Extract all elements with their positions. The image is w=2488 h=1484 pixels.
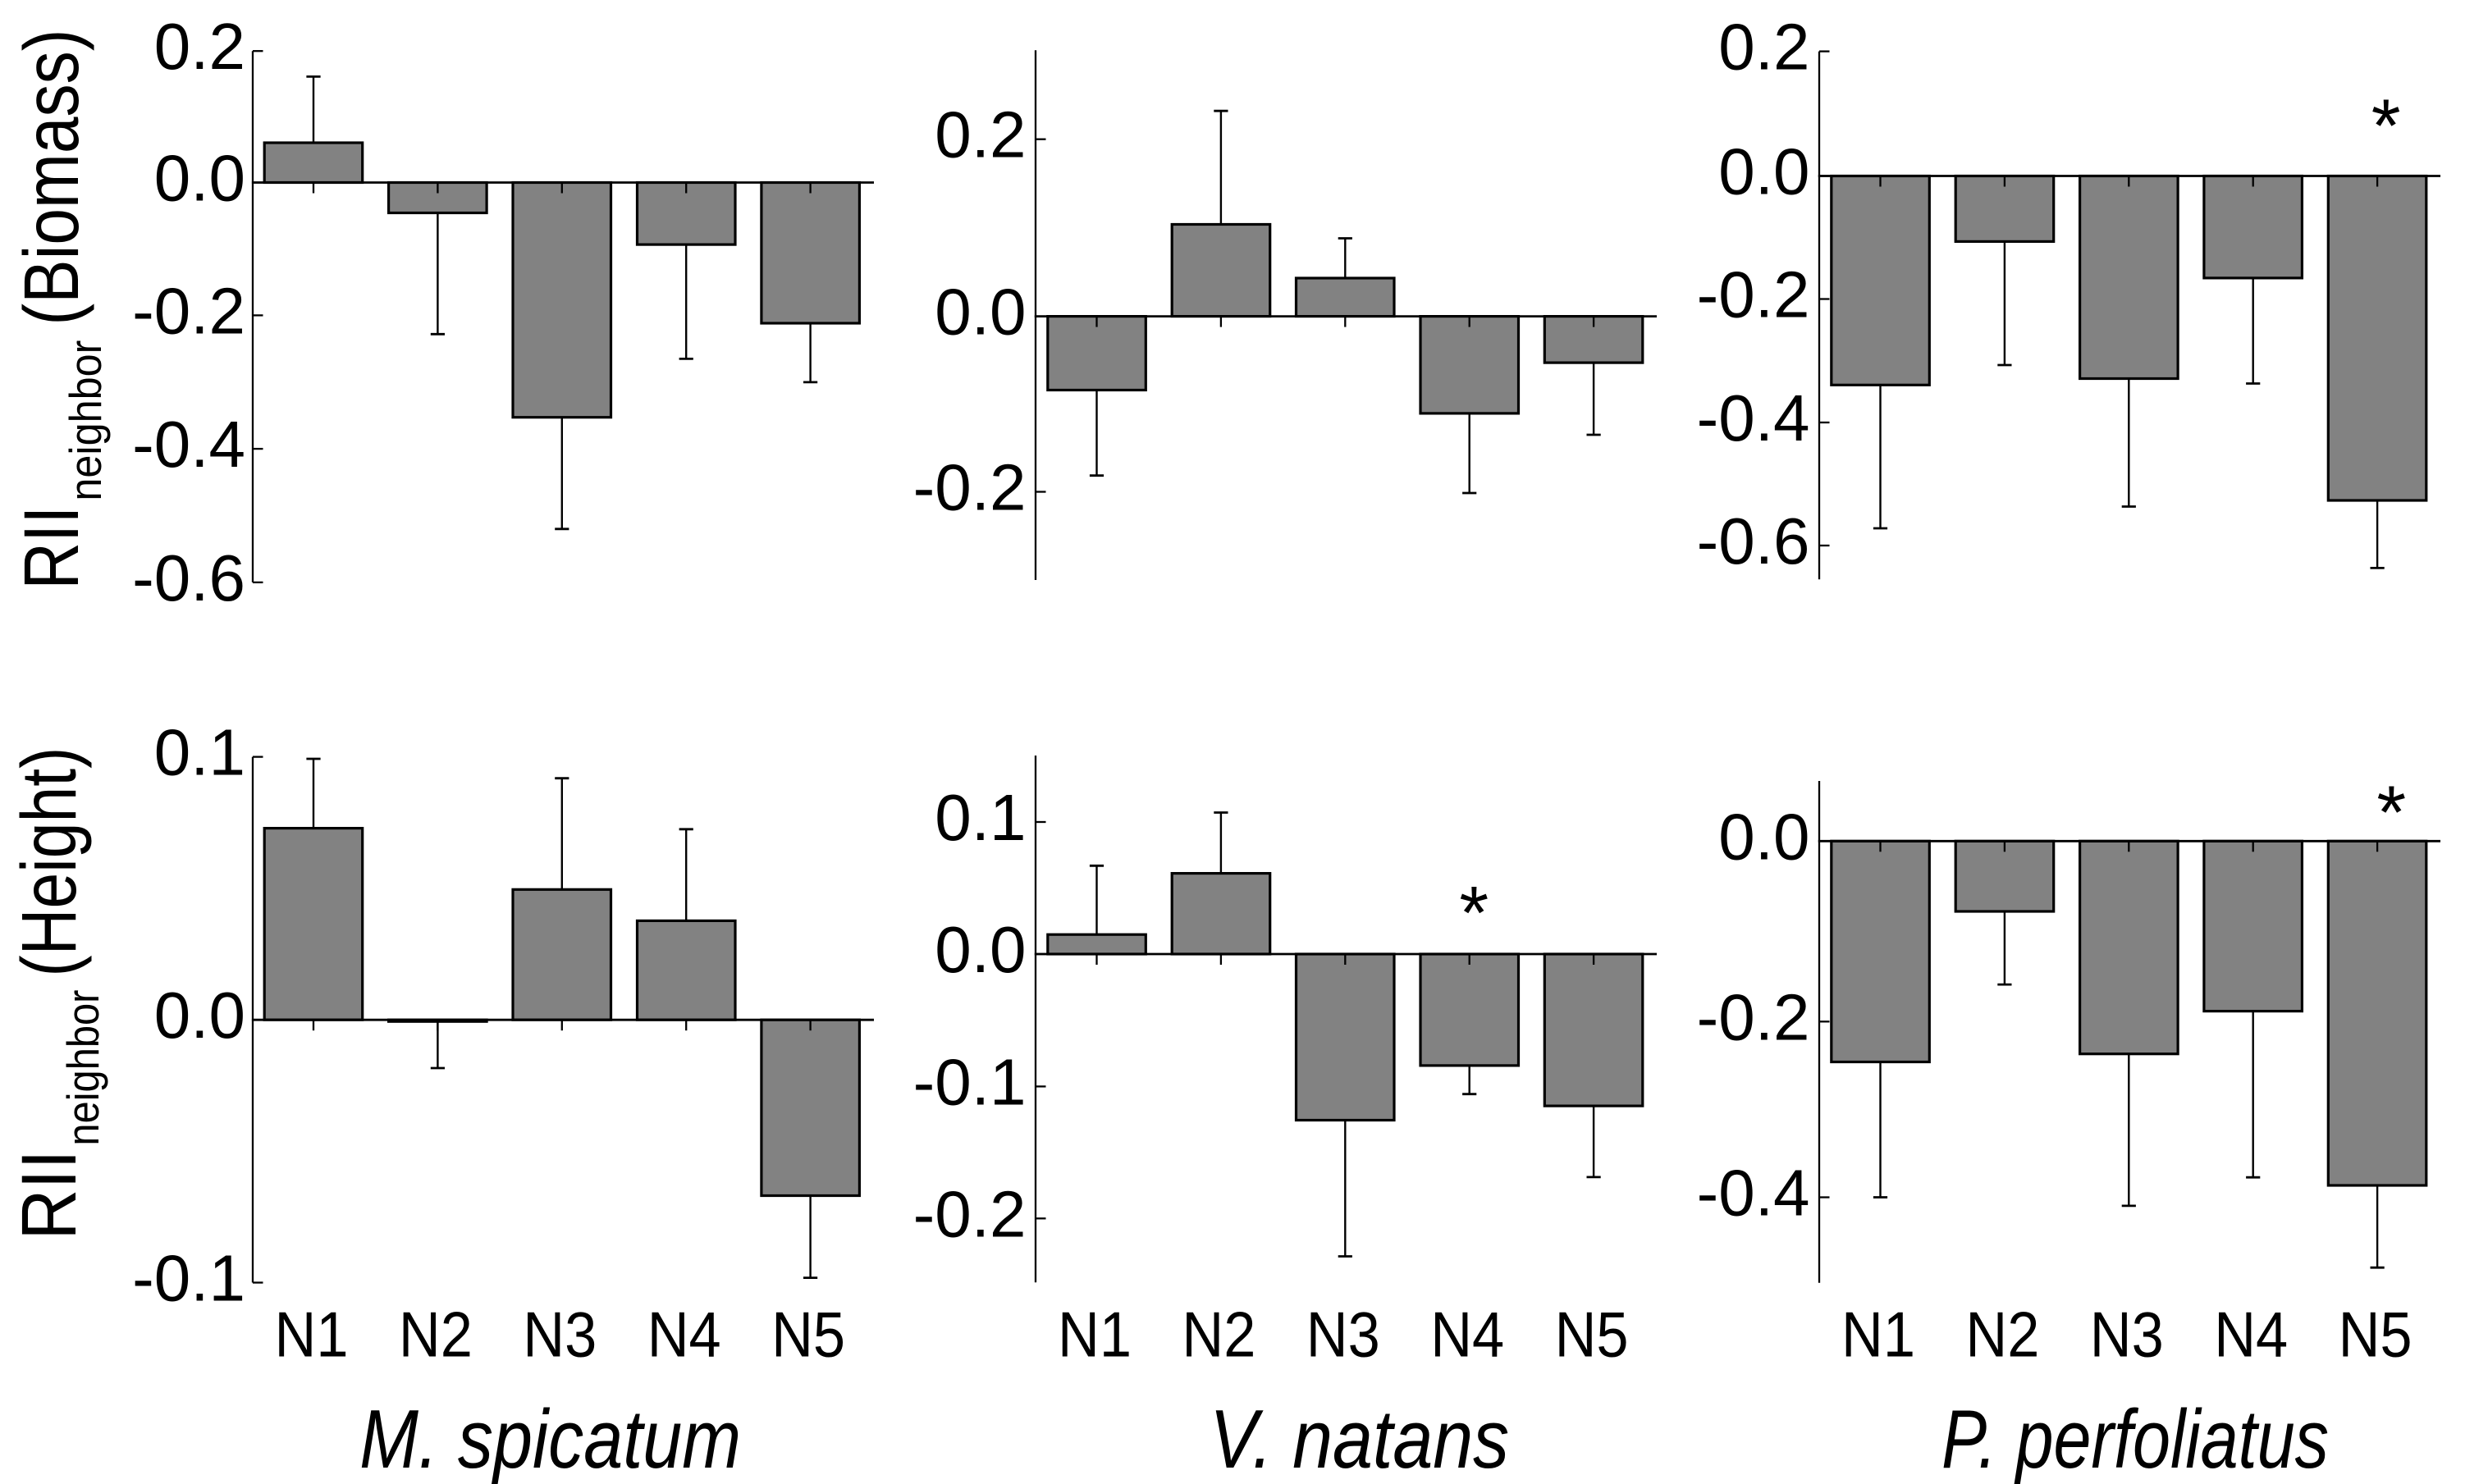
svg-text:V. natans: V. natans <box>1210 1394 1509 1484</box>
svg-text:-0.2: -0.2 <box>913 1177 1027 1250</box>
svg-text:N2: N2 <box>1182 1299 1255 1371</box>
svg-text:0.0: 0.0 <box>935 276 1026 349</box>
svg-text:N3: N3 <box>523 1299 597 1371</box>
svg-text:-0.2: -0.2 <box>1697 258 1810 331</box>
svg-text:N1: N1 <box>1841 1299 1915 1371</box>
svg-text:-0.2: -0.2 <box>1697 980 1810 1053</box>
svg-text:N5: N5 <box>2339 1299 2413 1371</box>
svg-text:-0.6: -0.6 <box>132 541 245 614</box>
svg-text:-0.4: -0.4 <box>1697 381 1810 454</box>
svg-text:N4: N4 <box>647 1299 721 1371</box>
svg-text:0.2: 0.2 <box>154 10 245 83</box>
svg-text:0.2: 0.2 <box>1718 11 1809 84</box>
svg-text:0.2: 0.2 <box>935 98 1026 171</box>
svg-text:0.1: 0.1 <box>154 716 245 789</box>
svg-text:RIIneighbor(Biomass): RIIneighbor(Biomass) <box>8 30 111 590</box>
svg-text:N2: N2 <box>1965 1299 2039 1371</box>
svg-text:N3: N3 <box>1306 1299 1380 1371</box>
svg-text:*: * <box>2376 771 2406 855</box>
svg-text:N5: N5 <box>771 1299 845 1371</box>
svg-text:-0.4: -0.4 <box>1697 1157 1810 1230</box>
svg-text:N5: N5 <box>1555 1299 1629 1371</box>
svg-text:RIIneighbor(Height): RIIneighbor(Height) <box>6 747 108 1240</box>
svg-text:0.0: 0.0 <box>154 979 245 1052</box>
svg-text:0.0: 0.0 <box>154 142 245 215</box>
svg-text:-0.4: -0.4 <box>132 408 245 481</box>
svg-text:-0.2: -0.2 <box>913 451 1027 524</box>
svg-text:-0.1: -0.1 <box>913 1045 1027 1118</box>
svg-text:N1: N1 <box>1058 1299 1132 1371</box>
svg-text:N3: N3 <box>2090 1299 2164 1371</box>
svg-text:*: * <box>1459 872 1489 956</box>
svg-text:-0.1: -0.1 <box>132 1242 245 1315</box>
svg-text:-0.2: -0.2 <box>132 274 245 347</box>
svg-text:0.0: 0.0 <box>1718 800 1809 873</box>
svg-text:-0.6: -0.6 <box>1697 505 1810 578</box>
svg-text:N4: N4 <box>1430 1299 1504 1371</box>
svg-text:N2: N2 <box>399 1299 473 1371</box>
svg-text:M. spicatum: M. spicatum <box>359 1394 741 1484</box>
svg-text:0.1: 0.1 <box>935 781 1026 854</box>
svg-text:N1: N1 <box>275 1299 349 1371</box>
svg-text:*: * <box>2371 84 2401 168</box>
svg-text:N4: N4 <box>2214 1299 2288 1371</box>
svg-text:0.0: 0.0 <box>935 913 1026 986</box>
svg-text:0.0: 0.0 <box>1718 135 1809 208</box>
svg-text:P. perfoliatus: P. perfoliatus <box>1941 1394 2329 1484</box>
